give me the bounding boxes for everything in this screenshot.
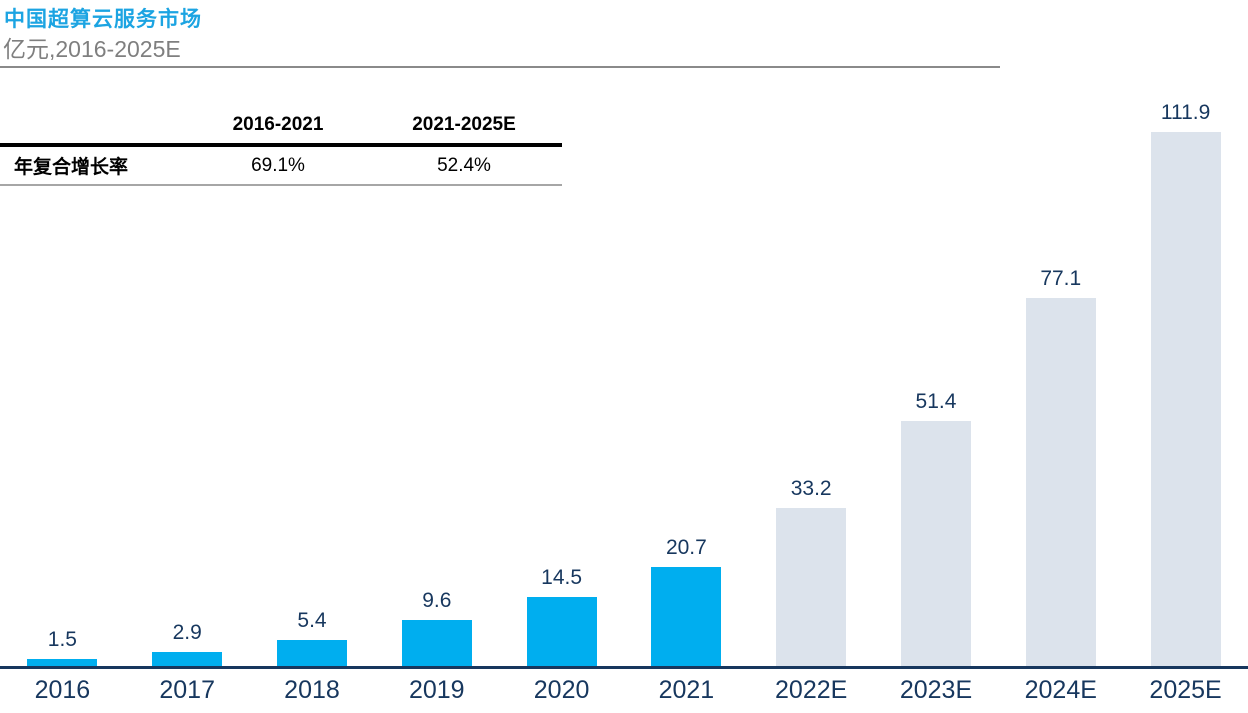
bar-actual	[401, 620, 472, 666]
bar-value-label: 33.2	[790, 477, 832, 500]
bar-column: 9.6	[374, 589, 499, 666]
bar-value-label: 1.5	[47, 628, 77, 651]
cagr-value-2021-2025e: 52.4%	[437, 154, 491, 176]
x-axis-tick-label: 2021	[658, 676, 715, 704]
cagr-col-header-2021-2025e: 2021-2025E	[412, 113, 516, 135]
bar-value-label: 77.1	[1040, 267, 1082, 290]
cagr-value-2016-2021: 69.1%	[251, 154, 305, 176]
x-axis-tick-label: 2022E	[775, 676, 848, 704]
bar-chart-plot-area: 1.5 2.9 5.4 9.6 14.5 20.7 33.2 51.4 77.1 111.9	[0, 101, 1248, 666]
bar-estimate	[1025, 298, 1096, 666]
bar-estimate	[1150, 132, 1221, 666]
x-axis-tick-label: 2018	[284, 676, 340, 704]
bar-column: 51.4	[874, 390, 999, 666]
bar-column: 20.7	[624, 536, 749, 666]
bar-value-label: 111.9	[1160, 101, 1211, 124]
x-axis-tick-label: 2025E	[1149, 676, 1222, 704]
bar-column: 33.2	[749, 477, 874, 666]
bar-estimate	[900, 421, 971, 666]
cagr-col-header-2016-2021: 2016-2021	[232, 113, 324, 135]
bar-value-label: 51.4	[915, 390, 957, 413]
cagr-table: 2016-2021 2021-2025E 年复合增长率 69.1% 52.4%	[0, 106, 562, 186]
cagr-row-label: 年复合增长率	[14, 157, 129, 178]
bar-actual	[27, 659, 98, 666]
x-axis-tick-label: 2024E	[1024, 676, 1097, 704]
bar-value-label: 5.4	[297, 609, 327, 632]
bar-column: 2.9	[125, 621, 250, 666]
bar-actual	[152, 652, 223, 666]
x-axis-line	[0, 666, 1248, 669]
bar-column: 1.5	[0, 628, 125, 666]
bar-actual	[651, 567, 722, 666]
x-axis-tick-labels: 2016 2017 2018 2019 2020 2021 2022E 2023E 2024E 2…	[0, 676, 1248, 705]
bar-estimate	[776, 508, 847, 666]
bar-column: 14.5	[499, 566, 624, 666]
bar-value-label: 9.6	[422, 589, 452, 612]
bar-value-label: 20.7	[665, 536, 707, 559]
bar-column: 5.4	[250, 609, 375, 666]
x-axis-tick-label: 2020	[533, 676, 590, 704]
bar-value-label: 2.9	[172, 621, 202, 644]
bar-column: 111.9	[1123, 101, 1248, 666]
bar-column: 77.1	[998, 267, 1123, 666]
bar-actual	[526, 597, 597, 666]
page-title: 中国超算云服务市场	[4, 8, 202, 31]
bar-actual	[276, 640, 347, 666]
header-divider	[0, 66, 1000, 68]
x-axis-tick-label: 2023E	[899, 676, 973, 704]
cagr-table-header-row: 2016-2021 2021-2025E	[0, 106, 562, 147]
bar-value-label: 14.5	[541, 566, 583, 589]
chart-unit-label: 亿元,2016-2025E	[3, 36, 181, 62]
x-axis-tick-label: 2016	[34, 676, 91, 704]
cagr-table-data-row: 年复合增长率 69.1% 52.4%	[0, 147, 562, 186]
x-axis-tick-label: 2019	[408, 676, 465, 704]
x-axis-tick-label: 2017	[159, 676, 215, 704]
